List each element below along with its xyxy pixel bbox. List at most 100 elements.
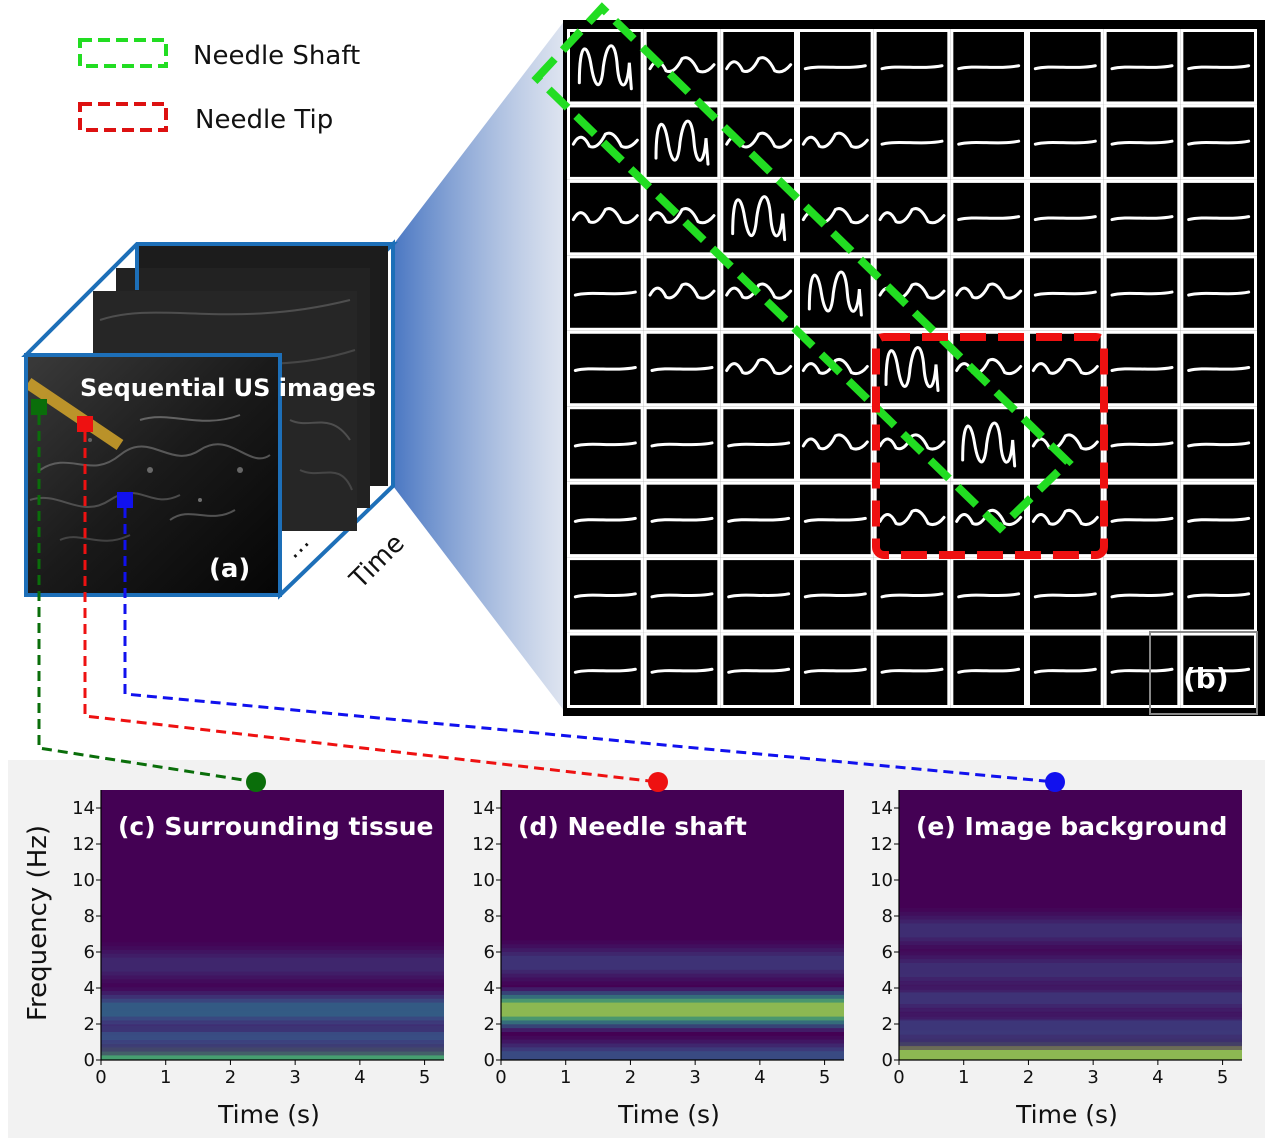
signal-trace-small xyxy=(571,207,639,225)
background-point xyxy=(117,492,133,508)
spectral-band xyxy=(101,987,444,1032)
x-tick-label: 1 xyxy=(560,1067,571,1088)
signal-trace-small xyxy=(725,357,793,376)
y-tick-label: 6 xyxy=(84,942,95,963)
us-images-caption: Sequential US images xyxy=(80,374,376,402)
spectral-band xyxy=(501,1047,844,1060)
signal-trace-small xyxy=(955,508,1023,527)
spectral-band xyxy=(101,1042,444,1060)
y-tick-label: 0 xyxy=(84,1050,95,1071)
spectral-band xyxy=(501,1043,844,1060)
x-tick-label: 0 xyxy=(95,1067,106,1088)
grid-cell xyxy=(643,179,721,256)
spectral-band xyxy=(899,986,1242,1008)
spectral-band xyxy=(899,955,1242,985)
signal-trace-flat xyxy=(1033,139,1097,146)
signal-trace-flat xyxy=(650,441,714,448)
signal-trace-flat xyxy=(1110,139,1174,146)
signal-trace-flat xyxy=(727,667,791,674)
signal-trace-big xyxy=(884,346,940,392)
signal-trace-big xyxy=(731,195,787,242)
x-tick-label: 0 xyxy=(893,1067,904,1088)
signal-trace-small xyxy=(878,508,946,527)
signal-trace-flat xyxy=(1110,64,1174,71)
signal-trace-flat xyxy=(1033,64,1097,71)
legend-label-needle-tip: Needle Tip xyxy=(195,105,333,135)
time-axis-label: Time xyxy=(344,528,411,595)
legend-label-needle-shaft: Needle Shaft xyxy=(193,41,360,71)
spectral-band xyxy=(501,987,844,1032)
spectral-band xyxy=(899,990,1242,1004)
spectral-band xyxy=(101,1018,444,1048)
signal-trace-flat xyxy=(880,667,944,674)
spectral-band xyxy=(101,1014,444,1052)
grid-cell xyxy=(797,104,874,180)
y-tick-label: 10 xyxy=(870,870,893,891)
x-tick-label: 4 xyxy=(754,1067,765,1088)
signal-trace-big xyxy=(654,119,710,166)
y-tick-label: 12 xyxy=(870,834,893,855)
signal-trace-flat xyxy=(1110,516,1174,523)
signal-trace-flat xyxy=(1033,290,1097,297)
spectral-band xyxy=(501,1002,844,1017)
spectral-band xyxy=(899,1012,1242,1043)
plot-area xyxy=(501,790,844,1060)
signal-trace-flat xyxy=(957,592,1021,599)
signal-trace-small xyxy=(725,56,793,74)
signal-trace-flat xyxy=(1187,366,1251,372)
y-tick-label: 0 xyxy=(484,1050,495,1071)
signal-trace-big xyxy=(577,44,633,91)
signal-trace-flat xyxy=(1110,441,1174,448)
signal-trace-flat xyxy=(573,592,637,599)
signal-trace-small xyxy=(648,282,716,300)
signal-trace-flat xyxy=(1187,667,1251,674)
grid-cell xyxy=(1027,330,1104,407)
spectral-band xyxy=(501,998,844,1021)
grid-cell xyxy=(797,179,874,256)
plot-area xyxy=(101,790,444,1060)
signal-trace-flat xyxy=(880,64,944,71)
x-tick-label: 2 xyxy=(225,1067,236,1088)
signal-trace-big xyxy=(807,270,863,317)
grid-cell xyxy=(873,481,951,558)
spectral-band xyxy=(501,955,844,970)
grid-cell xyxy=(1027,406,1104,482)
y-tick-label: 10 xyxy=(72,870,95,891)
spectral-band xyxy=(899,923,1242,938)
y-tick-label: 4 xyxy=(882,978,893,999)
x-tick-label: 1 xyxy=(958,1067,969,1088)
x-tick-label: 3 xyxy=(1087,1067,1098,1088)
spectrogram-title: (c) Surrounding tissue xyxy=(118,812,434,841)
signal-trace-small xyxy=(955,282,1023,300)
signal-trace-flat xyxy=(573,441,637,448)
x-axis-label: Time (s) xyxy=(617,1100,720,1129)
spectral-band xyxy=(899,1020,1242,1035)
tissue-point xyxy=(31,399,47,415)
signal-trace-flat xyxy=(803,667,867,674)
grid-cell xyxy=(797,406,874,482)
signal-trace-small xyxy=(1031,433,1099,451)
signal-trace-small xyxy=(801,357,869,376)
y-tick-label: 10 xyxy=(472,870,495,891)
spectral-band xyxy=(101,1010,444,1056)
signal-trace-small xyxy=(801,433,869,451)
spectral-band xyxy=(101,953,444,976)
x-tick-label: 3 xyxy=(689,1067,700,1088)
needle-shaft-region xyxy=(531,2,1074,534)
spectral-band xyxy=(899,1045,1242,1060)
signal-trace-small xyxy=(648,207,716,225)
y-tick-label: 12 xyxy=(472,834,495,855)
y-tick-label: 8 xyxy=(484,906,495,927)
x-tick-label: 1 xyxy=(160,1067,171,1088)
signal-trace-flat xyxy=(727,592,791,599)
spectral-band xyxy=(101,957,444,972)
y-tick-label: 2 xyxy=(84,1014,95,1035)
grid-cell xyxy=(720,29,797,105)
y-tick-label: 4 xyxy=(484,978,495,999)
grid-cell xyxy=(873,255,951,331)
signal-trace-flat xyxy=(1187,290,1251,297)
